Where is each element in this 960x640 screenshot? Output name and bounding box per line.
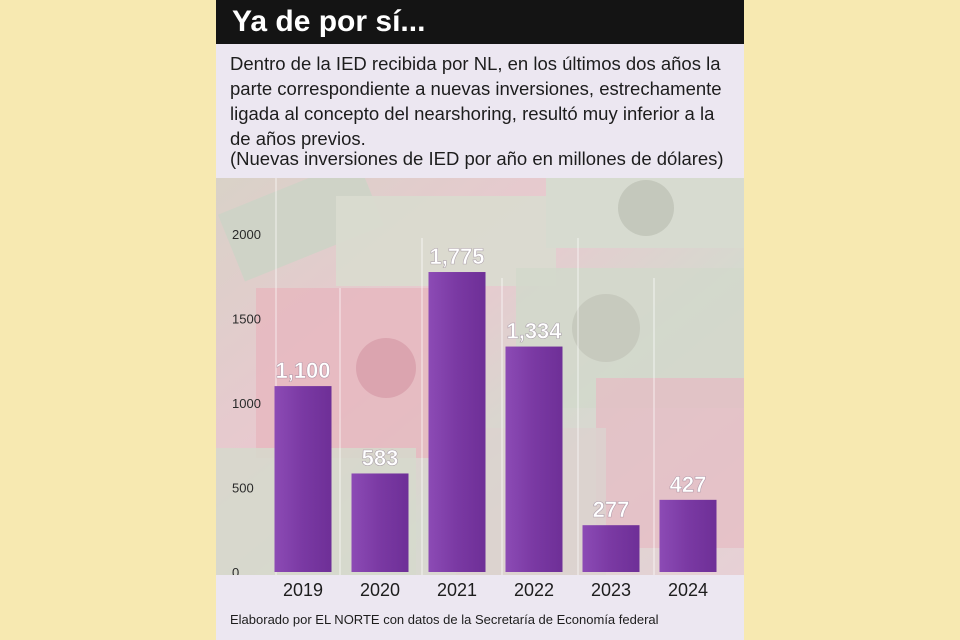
bar-2020: [351, 473, 409, 572]
description-text: Dentro de la IED recibida por NL, en los…: [230, 53, 722, 149]
x-axis: 2019 2020 2021 2022 2023 2024: [216, 575, 744, 605]
x-tick-label: 2021: [437, 580, 477, 600]
y-tick-label: 500: [232, 481, 254, 496]
y-tick-label: 0: [232, 565, 239, 580]
bar-chart: 0 500 1000 1500 2000 1,100 583 1,775 1,334 277 42…: [216, 178, 744, 605]
y-tick-label: 2000: [232, 227, 261, 242]
data-label: 427: [670, 472, 707, 497]
x-tick-label: 2020: [360, 580, 400, 600]
y-tick-label: 1500: [232, 312, 261, 327]
y-axis: 0 500 1000 1500 2000: [232, 227, 261, 580]
y-tick-label: 1000: [232, 396, 261, 411]
x-tick-label: 2022: [514, 580, 554, 600]
x-tick-label: 2019: [283, 580, 323, 600]
bar-2024: [659, 499, 717, 572]
chart-area: 0 500 1000 1500 2000 1,100 583 1,775 1,334 277 42…: [216, 178, 744, 605]
page-title: Ya de por sí...: [232, 5, 426, 38]
header-bar: Ya de por sí...: [216, 0, 744, 44]
bar-2022: [505, 346, 563, 572]
bar-2023: [582, 525, 640, 572]
bar-2021: [428, 272, 486, 572]
x-axis-band: [216, 575, 744, 605]
data-label: 277: [593, 497, 630, 522]
bar-2019: [274, 386, 332, 572]
x-tick-label: 2024: [668, 580, 708, 600]
units-note: (Nuevas inversiones de IED por año en mi…: [230, 148, 724, 169]
data-label: 1,334: [506, 319, 562, 344]
x-tick-label: 2023: [591, 580, 631, 600]
infographic-card: Ya de por sí... Dentro de la IED recibid…: [216, 0, 744, 640]
data-label: 1,775: [429, 244, 484, 269]
bars-group: 1,100 583 1,775 1,334 277 427: [274, 244, 717, 572]
data-label: 583: [362, 445, 399, 470]
data-label: 1,100: [275, 358, 330, 383]
source-footer: Elaborado por EL NORTE con datos de la S…: [230, 612, 659, 627]
